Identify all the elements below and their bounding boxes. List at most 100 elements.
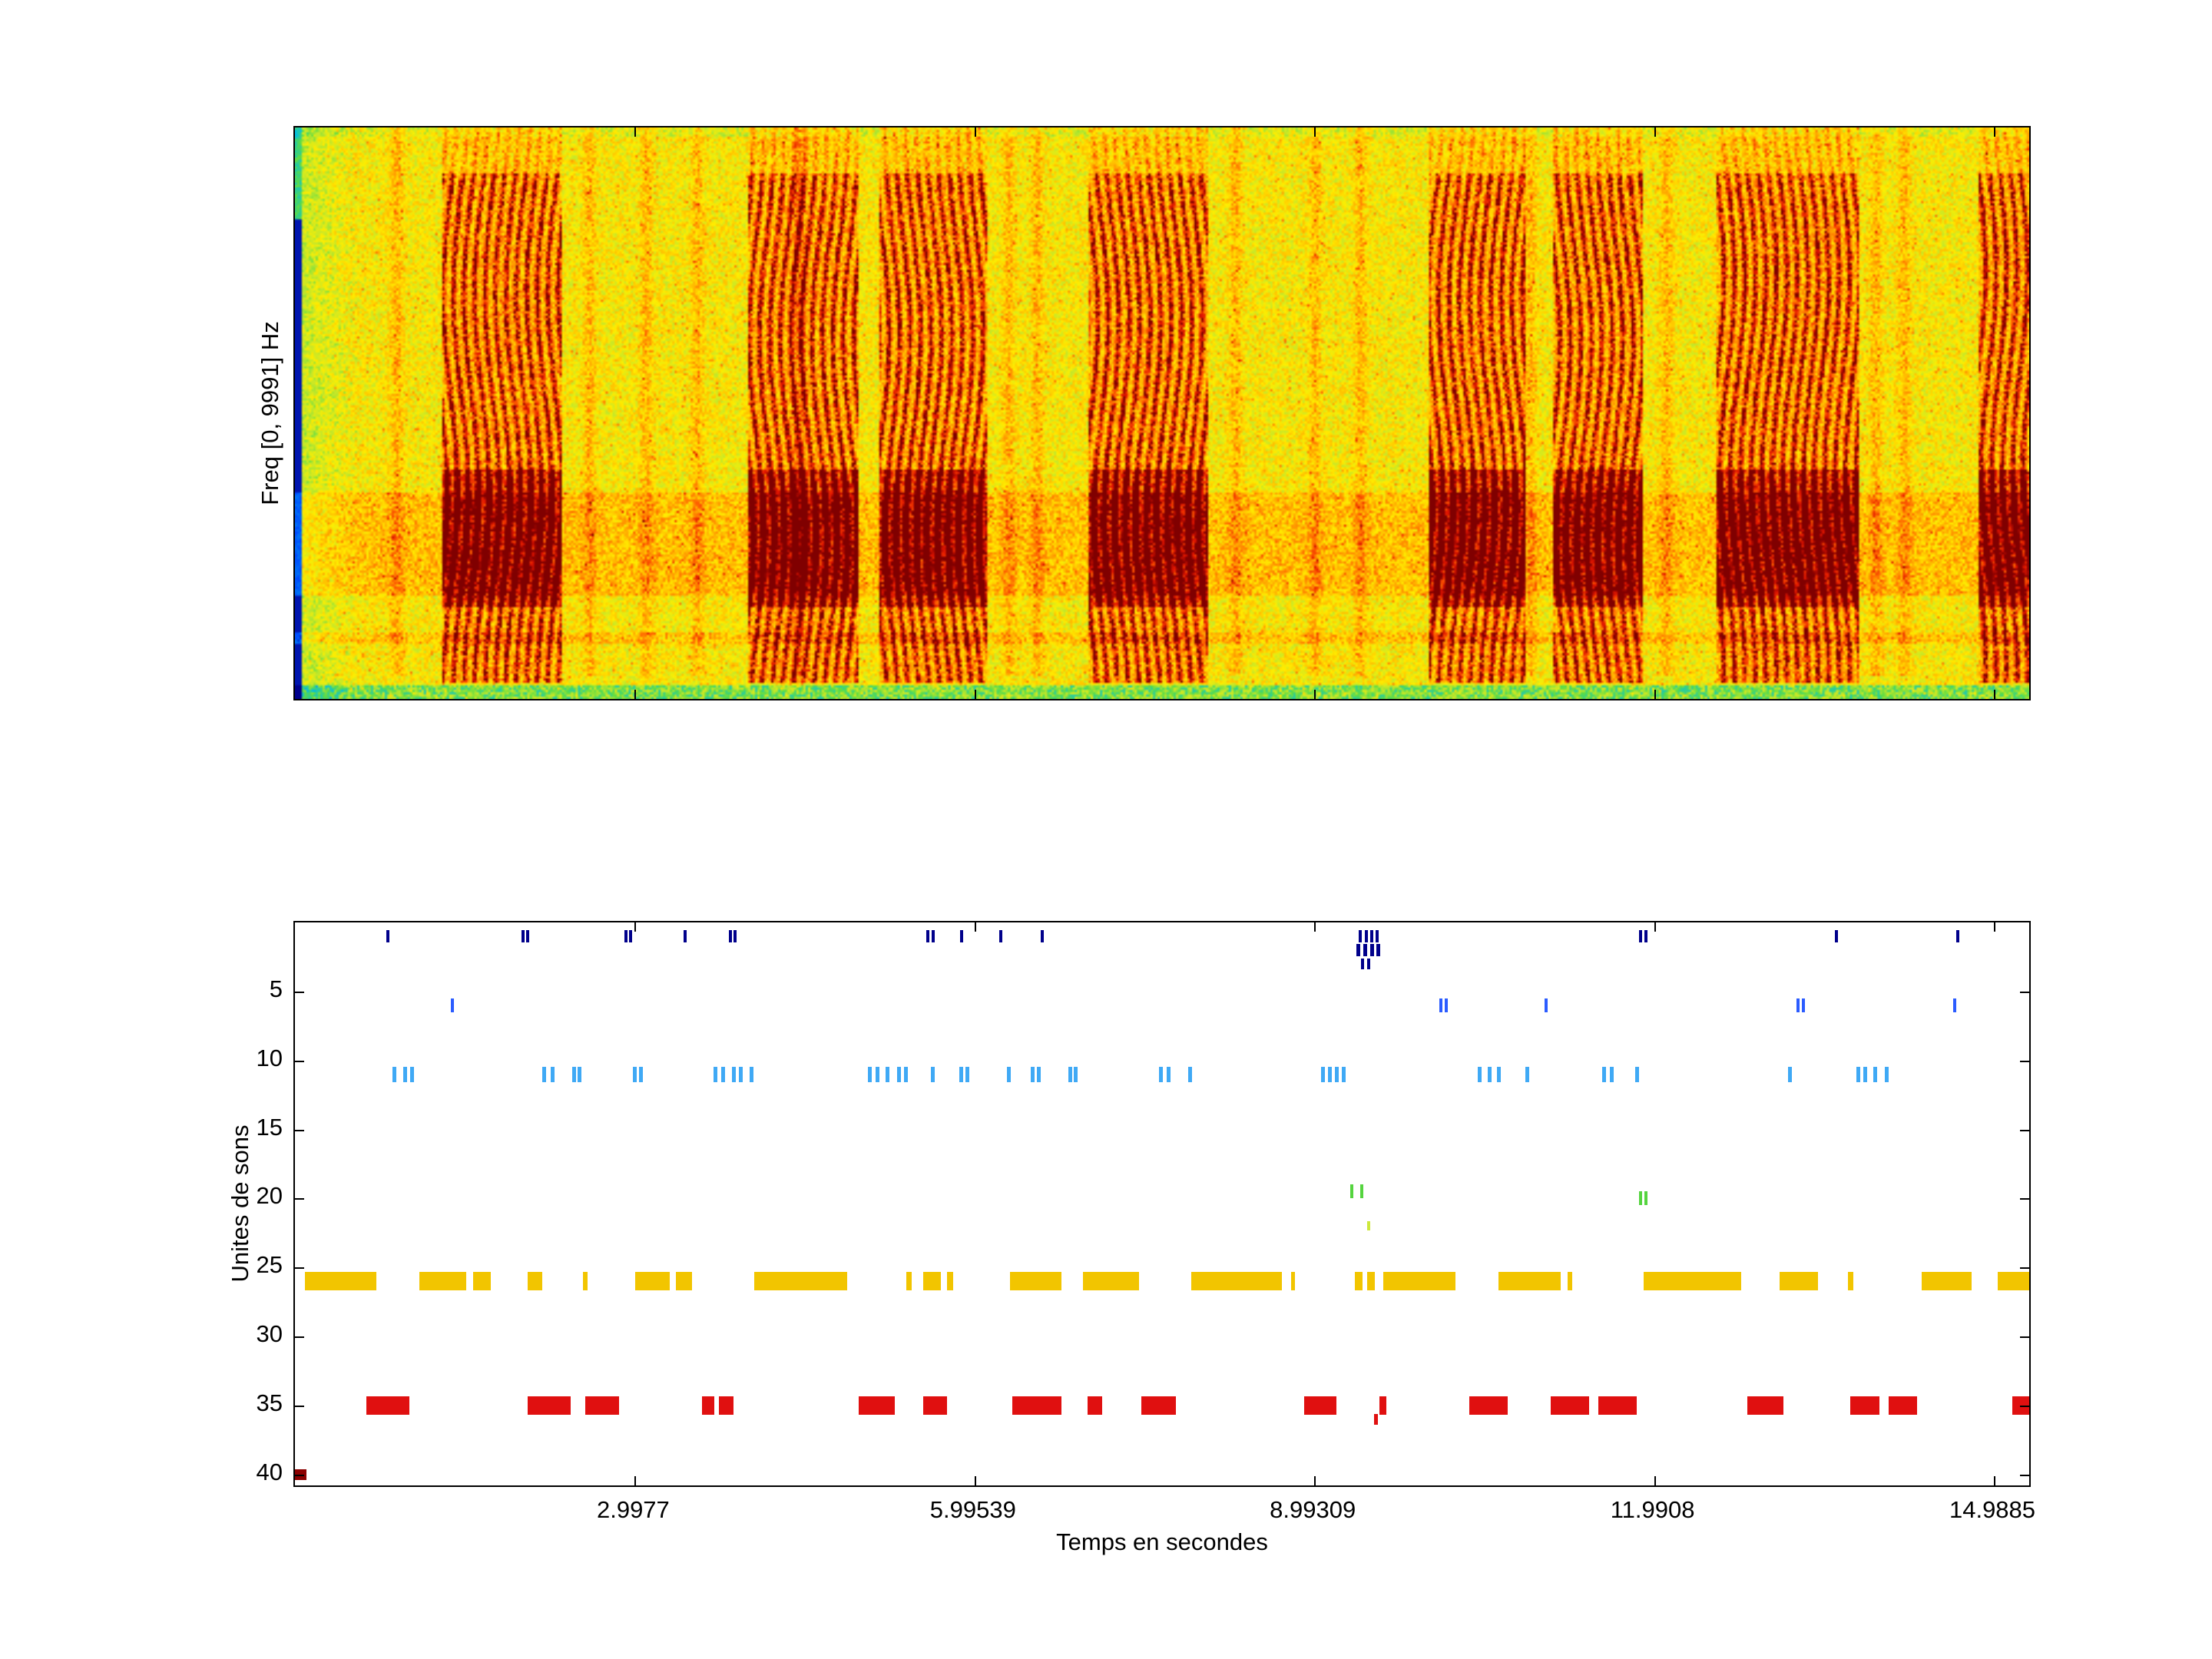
event-mark-unit-11 <box>731 1066 736 1082</box>
event-mark-unit-11 <box>1602 1066 1607 1082</box>
event-mark-unit-01 <box>999 930 1003 942</box>
event-mark-unit-01 <box>959 930 963 942</box>
event-mark-unit-11 <box>1788 1066 1793 1082</box>
y-tick-label: 15 <box>256 1113 283 1141</box>
axis-tick-mark <box>2020 1198 2029 1200</box>
x-tick-label: 8.99309 <box>1270 1496 1356 1523</box>
event-mark-unit-02 <box>1369 943 1374 956</box>
event-mark-unit-35 <box>584 1396 620 1415</box>
event-mark-unit-35 <box>1012 1396 1061 1415</box>
event-mark-unit-11 <box>1884 1066 1889 1082</box>
event-mark-unit-26 <box>1644 1272 1742 1291</box>
event-mark-unit-35 <box>922 1396 947 1415</box>
event-mark-unit-26 <box>1367 1272 1376 1291</box>
raster-event-marks <box>295 922 2029 1485</box>
axis-tick-mark <box>2020 1129 2029 1131</box>
event-mark-unit-11 <box>1477 1066 1482 1082</box>
spectrogram-image <box>295 127 2029 699</box>
event-mark-unit-03 <box>1361 958 1365 969</box>
axis-tick-mark <box>2020 1474 2029 1476</box>
event-mark-unit-22 <box>1366 1221 1370 1231</box>
event-mark-unit-11 <box>965 1066 969 1082</box>
event-mark-unit-06 <box>1796 998 1800 1012</box>
event-mark-unit-19 <box>1349 1184 1353 1199</box>
event-mark-unit-26 <box>1921 1272 1972 1291</box>
event-mark-unit-01 <box>525 930 529 942</box>
event-mark-unit-35 <box>1379 1396 1387 1415</box>
event-mark-unit-11 <box>931 1066 935 1082</box>
event-mark-unit-11 <box>750 1066 754 1082</box>
event-mark-unit-35 <box>1087 1396 1102 1415</box>
event-mark-unit-02 <box>1376 943 1381 956</box>
event-mark-unit-01 <box>386 930 389 942</box>
event-mark-unit-26 <box>1382 1272 1456 1291</box>
event-mark-unit-11 <box>876 1066 880 1082</box>
event-mark-unit-20 <box>1638 1191 1642 1206</box>
axis-tick-mark <box>2020 1267 2029 1270</box>
event-mark-unit-11 <box>721 1066 726 1082</box>
axis-tick-mark <box>1654 922 1656 932</box>
event-mark-unit-11 <box>867 1066 872 1082</box>
event-mark-unit-35 <box>1747 1396 1783 1415</box>
event-mark-unit-02 <box>1363 943 1367 956</box>
spectrogram-axes <box>293 126 2031 700</box>
event-mark-unit-11 <box>577 1066 581 1082</box>
event-mark-unit-26 <box>1780 1272 1819 1291</box>
axis-tick-mark <box>295 1474 304 1476</box>
event-mark-unit-35 <box>719 1396 734 1415</box>
x-tick-label: 11.9908 <box>1610 1496 1695 1523</box>
event-mark-unit-06 <box>1439 998 1443 1012</box>
event-mark-unit-11 <box>1496 1066 1501 1082</box>
event-mark-unit-01 <box>931 930 935 942</box>
event-mark-unit-06 <box>451 998 455 1012</box>
event-mark-unit-01 <box>1364 930 1368 942</box>
axis-tick-mark <box>1654 1476 1656 1485</box>
event-mark-unit-11 <box>1068 1066 1072 1082</box>
event-mark-unit-35 <box>1889 1396 1917 1415</box>
axis-tick-mark <box>634 922 637 932</box>
axis-tick-mark <box>974 1476 976 1485</box>
event-mark-unit-35 <box>1303 1396 1337 1415</box>
event-mark-unit-11 <box>1159 1066 1163 1082</box>
event-mark-unit-11 <box>738 1066 743 1082</box>
event-mark-unit-11 <box>1525 1066 1529 1082</box>
event-mark-unit-26 <box>634 1272 671 1291</box>
event-mark-unit-26 <box>472 1272 492 1291</box>
event-mark-unit-35 <box>858 1396 895 1415</box>
y-tick-label: 10 <box>256 1044 283 1071</box>
event-mark-unit-35 <box>701 1396 714 1415</box>
event-mark-unit-26 <box>305 1272 377 1291</box>
event-mark-unit-26 <box>527 1272 542 1291</box>
event-mark-unit-01 <box>521 930 525 942</box>
event-mark-unit-11 <box>1488 1066 1492 1082</box>
event-mark-unit-11 <box>1610 1066 1614 1082</box>
event-mark-unit-35 <box>1551 1396 1590 1415</box>
axis-tick-mark <box>295 1060 304 1062</box>
event-mark-unit-06 <box>1952 998 1956 1012</box>
event-mark-unit-26 <box>753 1272 847 1291</box>
event-mark-unit-26 <box>1354 1272 1363 1291</box>
event-mark-unit-19 <box>1359 1184 1363 1199</box>
event-mark-unit-11 <box>1007 1066 1012 1082</box>
event-mark-unit-35 <box>1141 1396 1176 1415</box>
event-mark-unit-01 <box>624 930 628 942</box>
axis-tick-mark <box>295 1336 304 1338</box>
x-tick-label: 5.99539 <box>929 1496 1016 1523</box>
axis-tick-mark <box>2020 1336 2029 1338</box>
y-tick-label: 30 <box>256 1320 283 1347</box>
event-mark-unit-26 <box>946 1272 954 1291</box>
event-mark-unit-26 <box>1291 1272 1295 1291</box>
axis-tick-mark <box>974 690 976 699</box>
y-tick-label: 20 <box>256 1182 283 1210</box>
axis-tick-mark <box>1654 690 1656 699</box>
event-mark-unit-11 <box>1634 1066 1639 1082</box>
axis-tick-mark <box>295 991 304 993</box>
event-mark-unit-11 <box>886 1066 890 1082</box>
axis-tick-mark <box>1314 1476 1316 1485</box>
event-mark-unit-11 <box>1188 1066 1193 1082</box>
axis-tick-mark <box>295 1267 304 1270</box>
y-tick-label: 5 <box>269 975 283 1002</box>
event-mark-unit-11 <box>402 1066 407 1082</box>
x-tick-label: 2.9977 <box>596 1496 670 1523</box>
y-tick-label: 40 <box>256 1458 283 1485</box>
